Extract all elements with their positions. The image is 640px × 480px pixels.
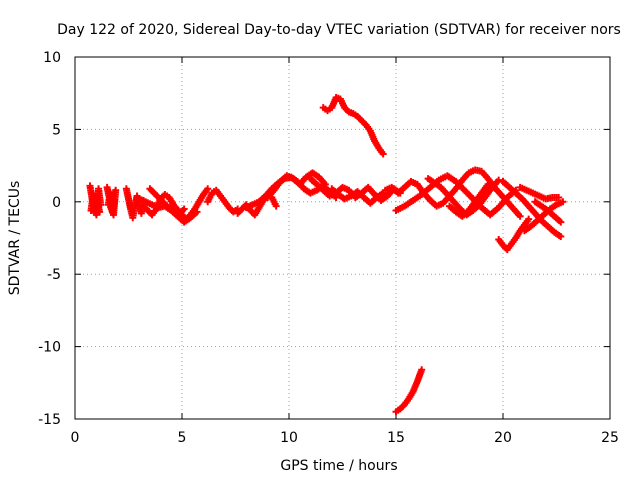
series-arc-m [446,180,524,220]
data-point [272,202,280,210]
y-tick-label: 0 [52,195,61,211]
series-early-scatter-2 [103,183,120,219]
data-point [525,215,533,223]
data-point [111,196,119,204]
y-tick-label: -10 [38,340,61,356]
data-point [557,233,565,241]
series-lower-outlier [392,366,426,416]
x-tick-label: 10 [280,430,298,446]
series-arc-d [204,186,242,216]
axis-ticks [74,56,611,420]
series-arc-n [495,215,533,254]
series-arc-c [146,185,188,217]
data-point [321,180,329,188]
y-tick-label: 10 [43,50,61,66]
chart-title: Day 122 of 2020, Sidereal Day-to-day VTE… [57,22,621,38]
data-point [418,366,426,374]
data-point [557,218,565,226]
data-point [96,208,104,216]
data-point [193,208,201,216]
data-point [204,185,212,193]
data-point [495,176,503,184]
data-point [516,212,524,220]
series-arc-o [499,178,565,241]
x-tick-label: 0 [71,430,80,446]
grid [75,57,610,419]
data-points [86,94,567,416]
x-axis-label: GPS time / hours [280,458,397,474]
series-upper-outlier [319,94,387,158]
series-early-scatter-1 [86,182,105,219]
data-point [555,193,563,201]
x-tick-label: 5 [178,430,187,446]
y-tick-label: 5 [52,122,61,138]
series-arc-p [516,183,563,203]
series-arc-r [531,198,565,226]
y-axis-label: SDTVAR / TECUs [7,181,23,296]
y-tick-label: -15 [38,412,61,428]
axis-tick-labels: 0 5 10 15 20 25 10 5 0 -5 -10 -15 [38,50,619,446]
y-tick-label: -5 [47,267,61,283]
series-arc-i [328,185,387,207]
data-point [559,198,567,206]
plot-frame [74,56,611,420]
x-tick-label: 25 [601,430,619,446]
data-point [180,205,188,213]
data-point [379,150,387,158]
x-tick-label: 20 [494,430,512,446]
x-tick-label: 15 [387,430,405,446]
